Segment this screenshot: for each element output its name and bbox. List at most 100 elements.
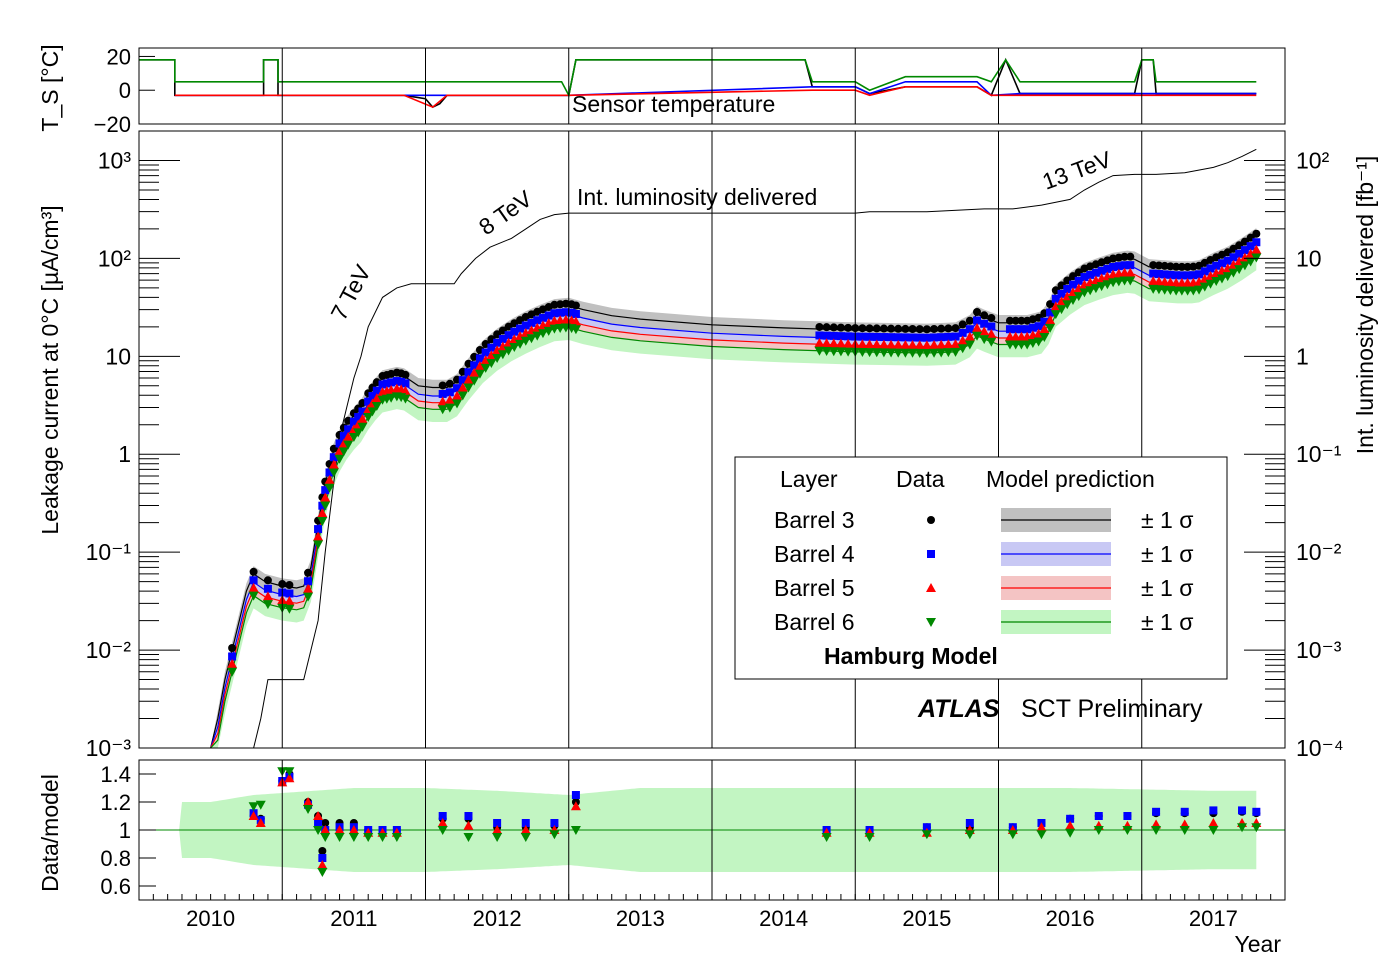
data-point-barrel-4 — [1040, 317, 1049, 326]
leakage-tick-label: 1 — [118, 441, 131, 467]
data-point-barrel-4 — [1229, 253, 1238, 262]
data-point-barrel-4 — [1017, 325, 1026, 334]
data-point-barrel-4 — [987, 322, 996, 331]
data-point-barrel-3 — [228, 644, 237, 653]
ratio-point-barrel-6 — [1208, 826, 1219, 835]
ratio-point-barrel-6 — [255, 800, 266, 810]
leakage-tick-label: 10² — [98, 245, 132, 271]
data-point-barrel-5 — [878, 339, 889, 349]
data-point-barrel-4 — [498, 334, 507, 343]
ratio-point-barrel-4 — [464, 812, 473, 820]
data-point-barrel-4 — [475, 354, 484, 363]
leakage-ylabel: Leakage current at 0°C [µA/cm³] — [37, 205, 63, 534]
ratio-point-barrel-4 — [318, 854, 327, 862]
data-point-barrel-4 — [510, 327, 519, 336]
data-point-barrel-5 — [1251, 244, 1262, 254]
data-point-barrel-5 — [262, 591, 273, 601]
data-point-barrel-6 — [950, 347, 961, 357]
data-point-barrel-4 — [249, 576, 258, 585]
data-point-barrel-6 — [520, 336, 531, 346]
data-point-barrel-4 — [1074, 276, 1083, 285]
ratio-point-barrel-4 — [438, 812, 447, 820]
data-point-barrel-4 — [1120, 261, 1129, 270]
data-point-barrel-4 — [304, 577, 313, 586]
data-point-barrel-4 — [1217, 259, 1226, 268]
data-point-barrel-6 — [509, 343, 520, 353]
data-point-barrel-6 — [1216, 274, 1227, 284]
data-point-barrel-4 — [1189, 271, 1198, 280]
data-point-barrel-3 — [556, 300, 565, 309]
data-point-barrel-4 — [349, 417, 358, 426]
data-point-barrel-4 — [458, 376, 467, 385]
ratio-point-barrel-5 — [520, 825, 531, 834]
data-point-barrel-4 — [567, 308, 576, 317]
data-point-barrel-5 — [821, 338, 832, 348]
data-point-barrel-4 — [354, 413, 363, 422]
ratio-point-barrel-6 — [363, 833, 374, 842]
data-point-barrel-4 — [965, 325, 974, 334]
data-point-barrel-4 — [1046, 308, 1055, 317]
ratio-point-barrel-6 — [964, 830, 975, 840]
legend-marker — [926, 583, 936, 592]
data-point-barrel-6 — [1239, 261, 1250, 271]
data-point-barrel-6 — [1033, 337, 1044, 347]
data-point-barrel-3 — [865, 324, 874, 333]
data-point-barrel-4 — [544, 311, 553, 320]
x-tick-label: 2015 — [902, 906, 951, 931]
data-point-barrel-6 — [1050, 310, 1061, 320]
ratio-point-barrel-6 — [549, 830, 560, 840]
data-point-barrel-4 — [493, 338, 502, 347]
data-point-barrel-5 — [324, 474, 335, 484]
data-point-barrel-4 — [438, 389, 447, 398]
ratio-point-barrel-4 — [1180, 807, 1189, 816]
data-point-barrel-4 — [872, 332, 881, 341]
data-point-barrel-4 — [464, 368, 473, 377]
data-point-barrel-3 — [887, 324, 896, 333]
ratio-point-barrel-5 — [1036, 822, 1047, 832]
data-point-barrel-6 — [386, 393, 397, 403]
data-point-barrel-4 — [901, 333, 910, 342]
ratio-point-barrel-5 — [320, 825, 331, 834]
data-point-barrel-6 — [871, 348, 882, 358]
luminosity-tick-label: 10⁻² — [1296, 539, 1342, 565]
data-point-barrel-3 — [1126, 252, 1135, 261]
data-point-barrel-5 — [893, 339, 904, 349]
data-point-barrel-5 — [828, 338, 839, 348]
legend-marker — [927, 550, 935, 558]
data-point-barrel-3 — [894, 324, 903, 333]
data-point-barrel-6 — [1199, 282, 1210, 292]
data-point-barrel-4 — [1235, 249, 1244, 258]
data-point-barrel-3 — [285, 581, 294, 590]
data-point-barrel-6 — [357, 422, 368, 432]
data-point-barrel-3 — [973, 308, 982, 317]
ratio-point-barrel-6 — [284, 767, 295, 777]
data-point-barrel-6 — [921, 349, 932, 359]
data-point-barrel-3 — [836, 323, 845, 332]
luminosity-tick-label: 10⁻¹ — [1296, 441, 1342, 467]
data-point-barrel-3 — [1005, 316, 1014, 325]
data-point-barrel-3 — [1160, 261, 1169, 270]
data-point-barrel-3 — [263, 576, 272, 585]
ratio-tick-label: 1.4 — [100, 762, 131, 787]
data-point-barrel-6 — [907, 348, 918, 358]
data-point-barrel-6 — [463, 383, 474, 393]
data-point-barrel-4 — [318, 501, 327, 510]
data-point-barrel-3 — [822, 323, 831, 332]
data-point-barrel-4 — [527, 318, 536, 327]
data-point-barrel-6 — [986, 337, 997, 347]
data-point-barrel-3 — [965, 316, 974, 325]
data-point-barrel-6 — [317, 517, 328, 527]
data-point-barrel-4 — [263, 584, 272, 593]
experiment-subtitle: SCT Preliminary — [1021, 695, 1203, 723]
x-tick-label: 2011 — [330, 906, 377, 931]
data-point-barrel-6 — [543, 326, 554, 336]
data-point-barrel-4 — [1103, 264, 1112, 273]
data-point-barrel-4 — [1126, 261, 1135, 270]
data-point-barrel-4 — [516, 324, 525, 333]
legend-marker — [926, 618, 936, 627]
data-point-barrel-5 — [914, 340, 925, 350]
data-point-barrel-3 — [550, 300, 559, 309]
data-point-barrel-4 — [865, 332, 874, 341]
data-point-barrel-6 — [878, 348, 889, 358]
data-point-barrel-4 — [1246, 242, 1255, 251]
